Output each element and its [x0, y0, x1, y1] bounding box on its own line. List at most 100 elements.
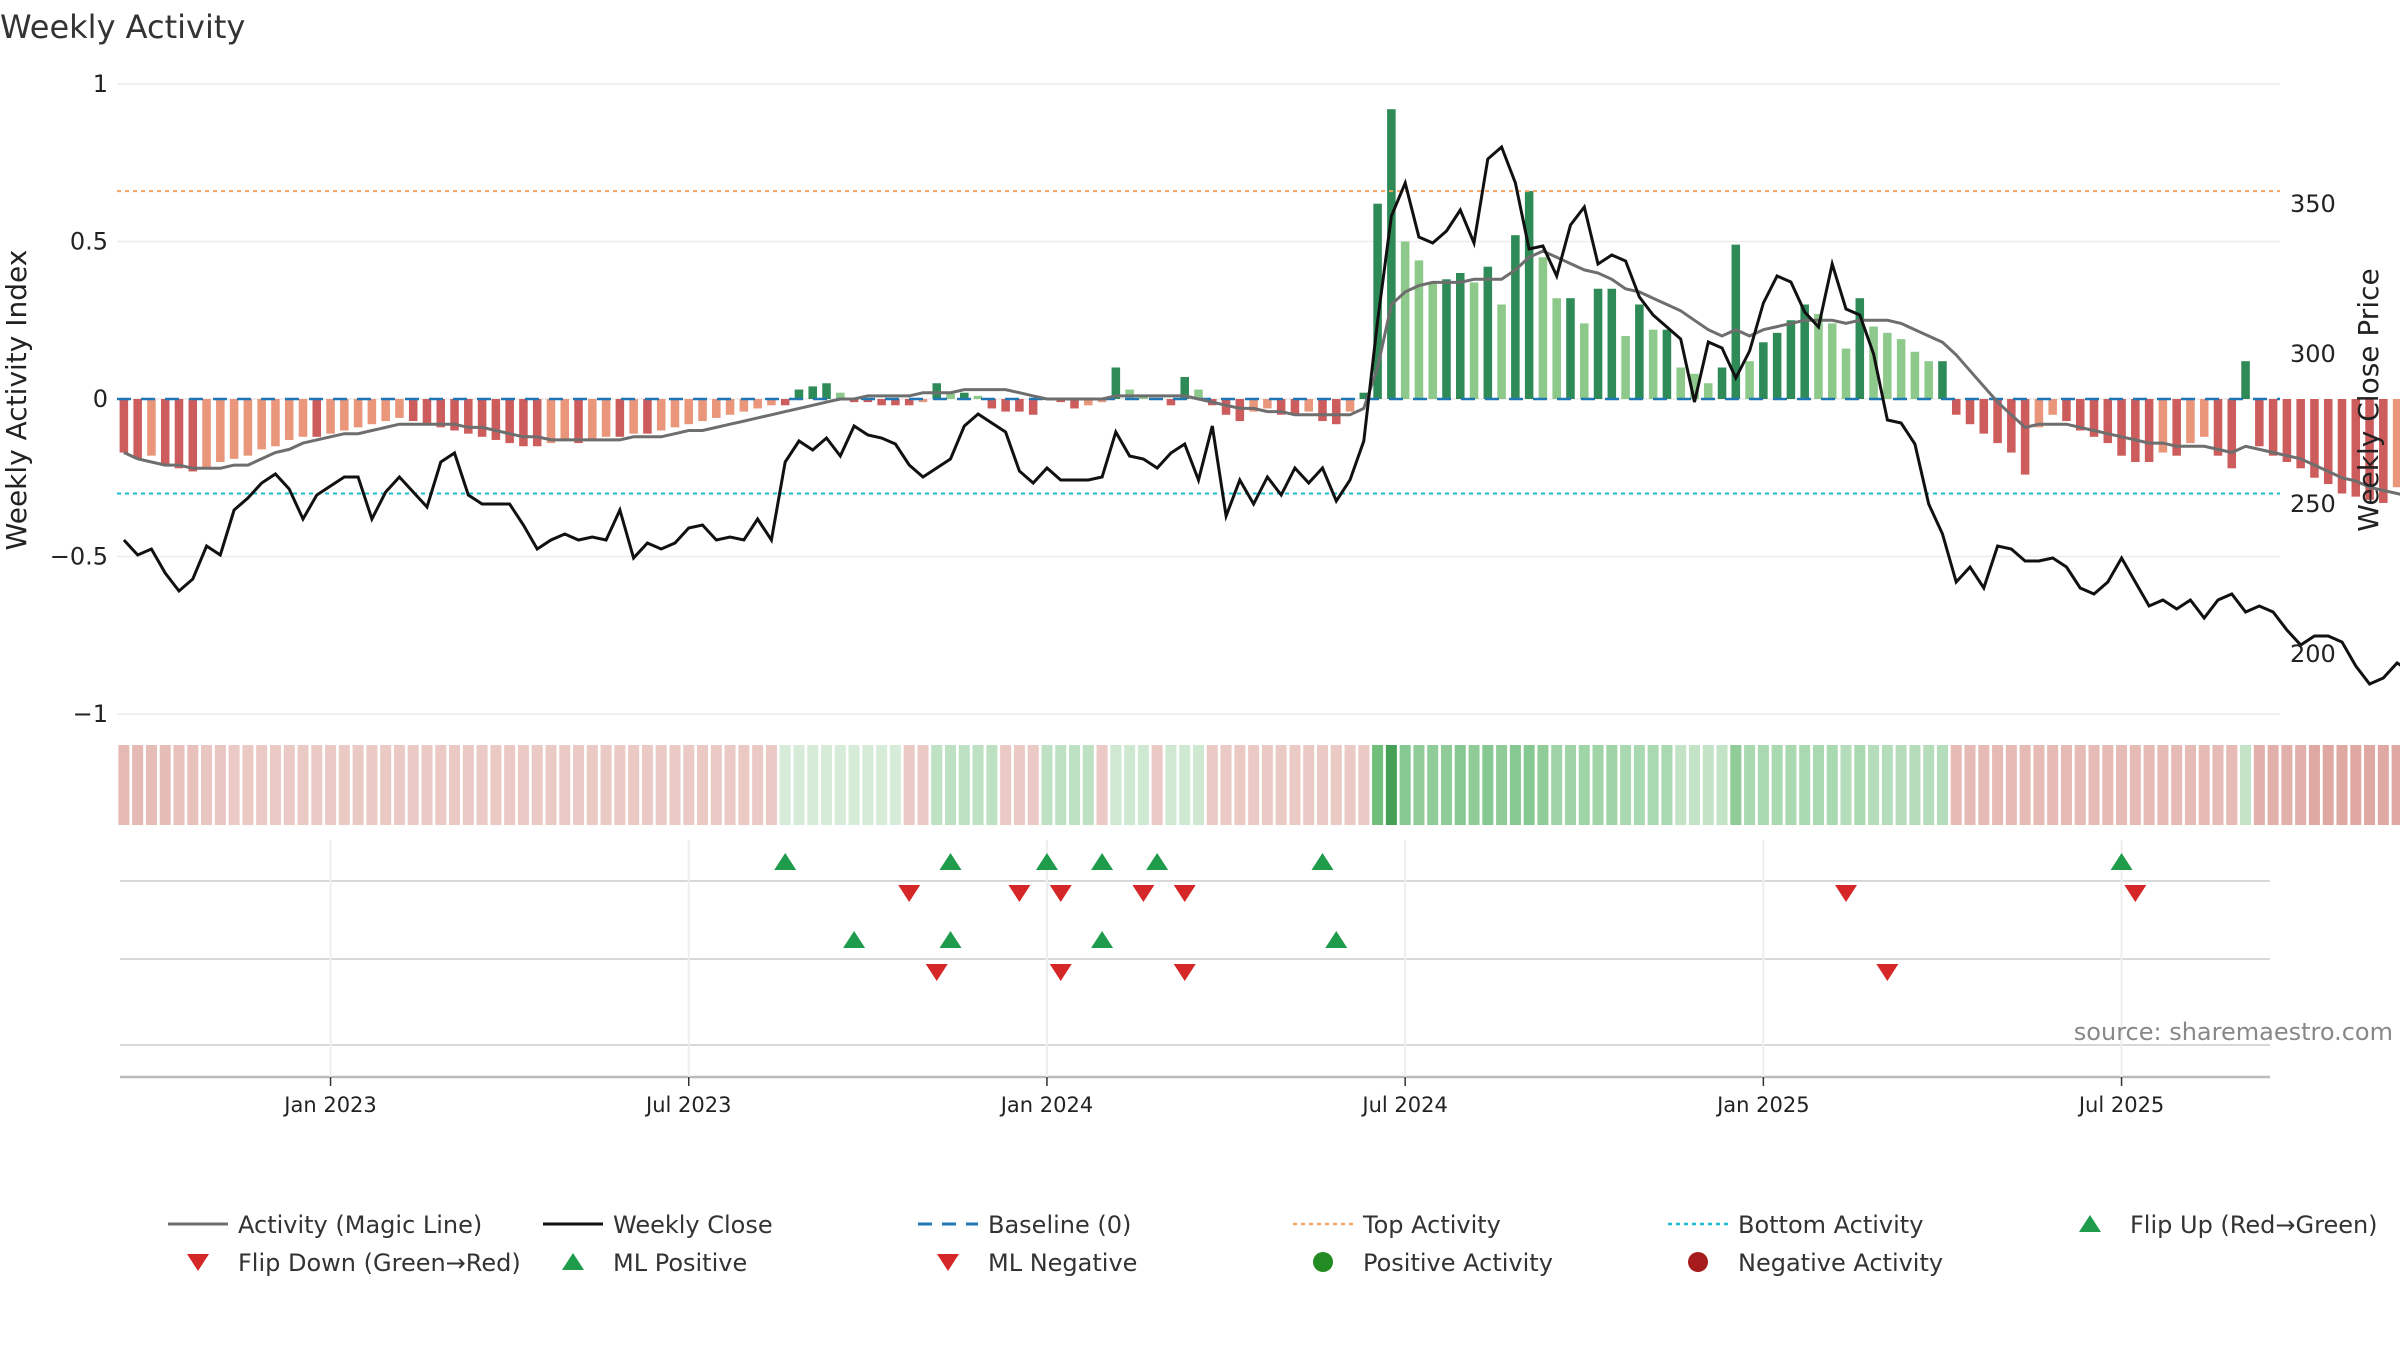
ml-negative-marker: [1876, 964, 1899, 981]
legend-item: Positive Activity: [1313, 1249, 1553, 1277]
heat-strip-cell: [862, 745, 874, 825]
heat-strip-cell: [931, 745, 943, 825]
legend-item: Bottom Activity: [1668, 1211, 1923, 1239]
heat-strip-cell: [2088, 745, 2100, 825]
heat-strip-cell: [1757, 745, 1769, 825]
flip-up-marker: [1035, 853, 1058, 870]
x-tick-label: Jan 2025: [1715, 1093, 1810, 1117]
heat-strip-cell: [1771, 745, 1783, 825]
activity-bar: [2392, 399, 2400, 488]
flip-down-marker: [1049, 885, 1072, 902]
activity-bar: [1166, 399, 1176, 406]
legend-label: Activity (Magic Line): [238, 1211, 482, 1239]
heat-strip-cell: [1950, 745, 1962, 825]
heat-strip-cell: [1551, 745, 1563, 825]
activity-bar: [546, 399, 556, 444]
y-axis-left-label: Weekly Activity Index: [0, 250, 33, 551]
activity-bar: [147, 399, 156, 456]
activity-bar: [918, 399, 928, 403]
activity-bar: [1414, 260, 1424, 399]
activity-bar: [532, 399, 542, 447]
heat-strip-cell: [380, 745, 392, 825]
heat-strip-cell: [1496, 745, 1508, 825]
activity-bar: [987, 399, 997, 409]
heat-strip-cell: [1427, 745, 1439, 825]
heat-strip-cell: [187, 745, 199, 825]
activity-bar: [1442, 279, 1451, 399]
activity-bar: [2255, 399, 2264, 447]
activity-bar: [2379, 399, 2388, 503]
heat-strip-cell: [1124, 745, 1136, 825]
legend-swatch: [1688, 1252, 1708, 1272]
heat-strip-cell: [1992, 745, 2004, 825]
x-tick-label: Jul 2025: [2077, 1093, 2164, 1117]
heat-strip-cell: [1385, 745, 1397, 825]
heat-strip-cell: [517, 745, 529, 825]
legend-label: Bottom Activity: [1738, 1211, 1923, 1239]
activity-bar: [450, 399, 459, 431]
activity-bar: [491, 399, 501, 440]
activity-bar: [2089, 399, 2099, 437]
heat-strip-cell: [2226, 745, 2238, 825]
heat-strip-cell: [145, 745, 157, 825]
heat-strip-cell: [2240, 745, 2252, 825]
heat-strip-cell: [669, 745, 681, 825]
heat-strip-cell: [2060, 745, 2072, 825]
x-tick-label: Jul 2024: [1360, 1093, 1447, 1117]
activity-bar: [1015, 399, 1024, 412]
activity-bar: [298, 399, 308, 437]
heat-strip-cell: [2171, 745, 2183, 825]
activity-bar: [436, 399, 446, 428]
heat-strip-cell: [338, 745, 350, 825]
heat-strip-cell: [876, 745, 888, 825]
x-tick-label: Jul 2023: [644, 1093, 731, 1117]
activity-bar: [1910, 351, 1920, 399]
activity-bar: [1552, 298, 1561, 399]
heat-strip-cell: [311, 745, 323, 825]
flip-up-marker: [939, 853, 962, 870]
heat-strip-cell: [545, 745, 557, 825]
activity-bar: [1979, 399, 1989, 434]
heat-strip-cell: [1082, 745, 1094, 825]
heat-strip-cell: [2184, 745, 2196, 825]
heat-strip-cell: [2143, 745, 2155, 825]
heat-strip-cell: [1261, 745, 1273, 825]
activity-bar: [216, 399, 225, 462]
activity-bar: [1676, 367, 1685, 399]
heat-strip-cell: [2019, 745, 2031, 825]
heat-strip-cell: [1785, 745, 1797, 825]
activity-bar: [1717, 367, 1727, 399]
heat-strip-cell: [1068, 745, 1081, 825]
activity-bar: [794, 389, 804, 399]
activity-bar: [477, 399, 487, 437]
activity-bar: [243, 399, 253, 456]
heat-strip-cell: [1895, 745, 1907, 825]
activity-bar: [588, 399, 597, 440]
heat-strip-cell: [1881, 745, 1893, 825]
heat-strip-cell: [490, 745, 502, 825]
activity-bar: [2062, 399, 2071, 422]
legend-label: Top Activity: [1362, 1211, 1501, 1239]
heat-strip-cell: [600, 745, 612, 825]
activity-bar: [836, 392, 845, 399]
activity-bar: [312, 399, 322, 437]
heat-strip-cell: [2116, 745, 2128, 825]
activity-bar: [1883, 332, 1892, 399]
heat-strip-cell: [2198, 745, 2210, 825]
heat-strip-cell: [628, 745, 640, 825]
activity-bar: [1869, 326, 1878, 399]
heat-strip-cell: [476, 745, 488, 825]
activity-bar: [629, 399, 638, 434]
activity-bar: [1607, 288, 1617, 399]
heat-strip-cell: [1854, 745, 1866, 825]
activity-bar: [2241, 361, 2250, 399]
activity-bar: [2172, 399, 2181, 456]
activity-bar: [1800, 304, 1809, 399]
activity-bars: [119, 109, 2400, 503]
flip-up-marker: [2110, 853, 2133, 870]
y-left-tick-label: 0: [93, 385, 108, 413]
activity-bar: [257, 399, 266, 450]
heat-strip-cell: [393, 745, 405, 825]
heat-strip-cell: [1936, 745, 1948, 825]
